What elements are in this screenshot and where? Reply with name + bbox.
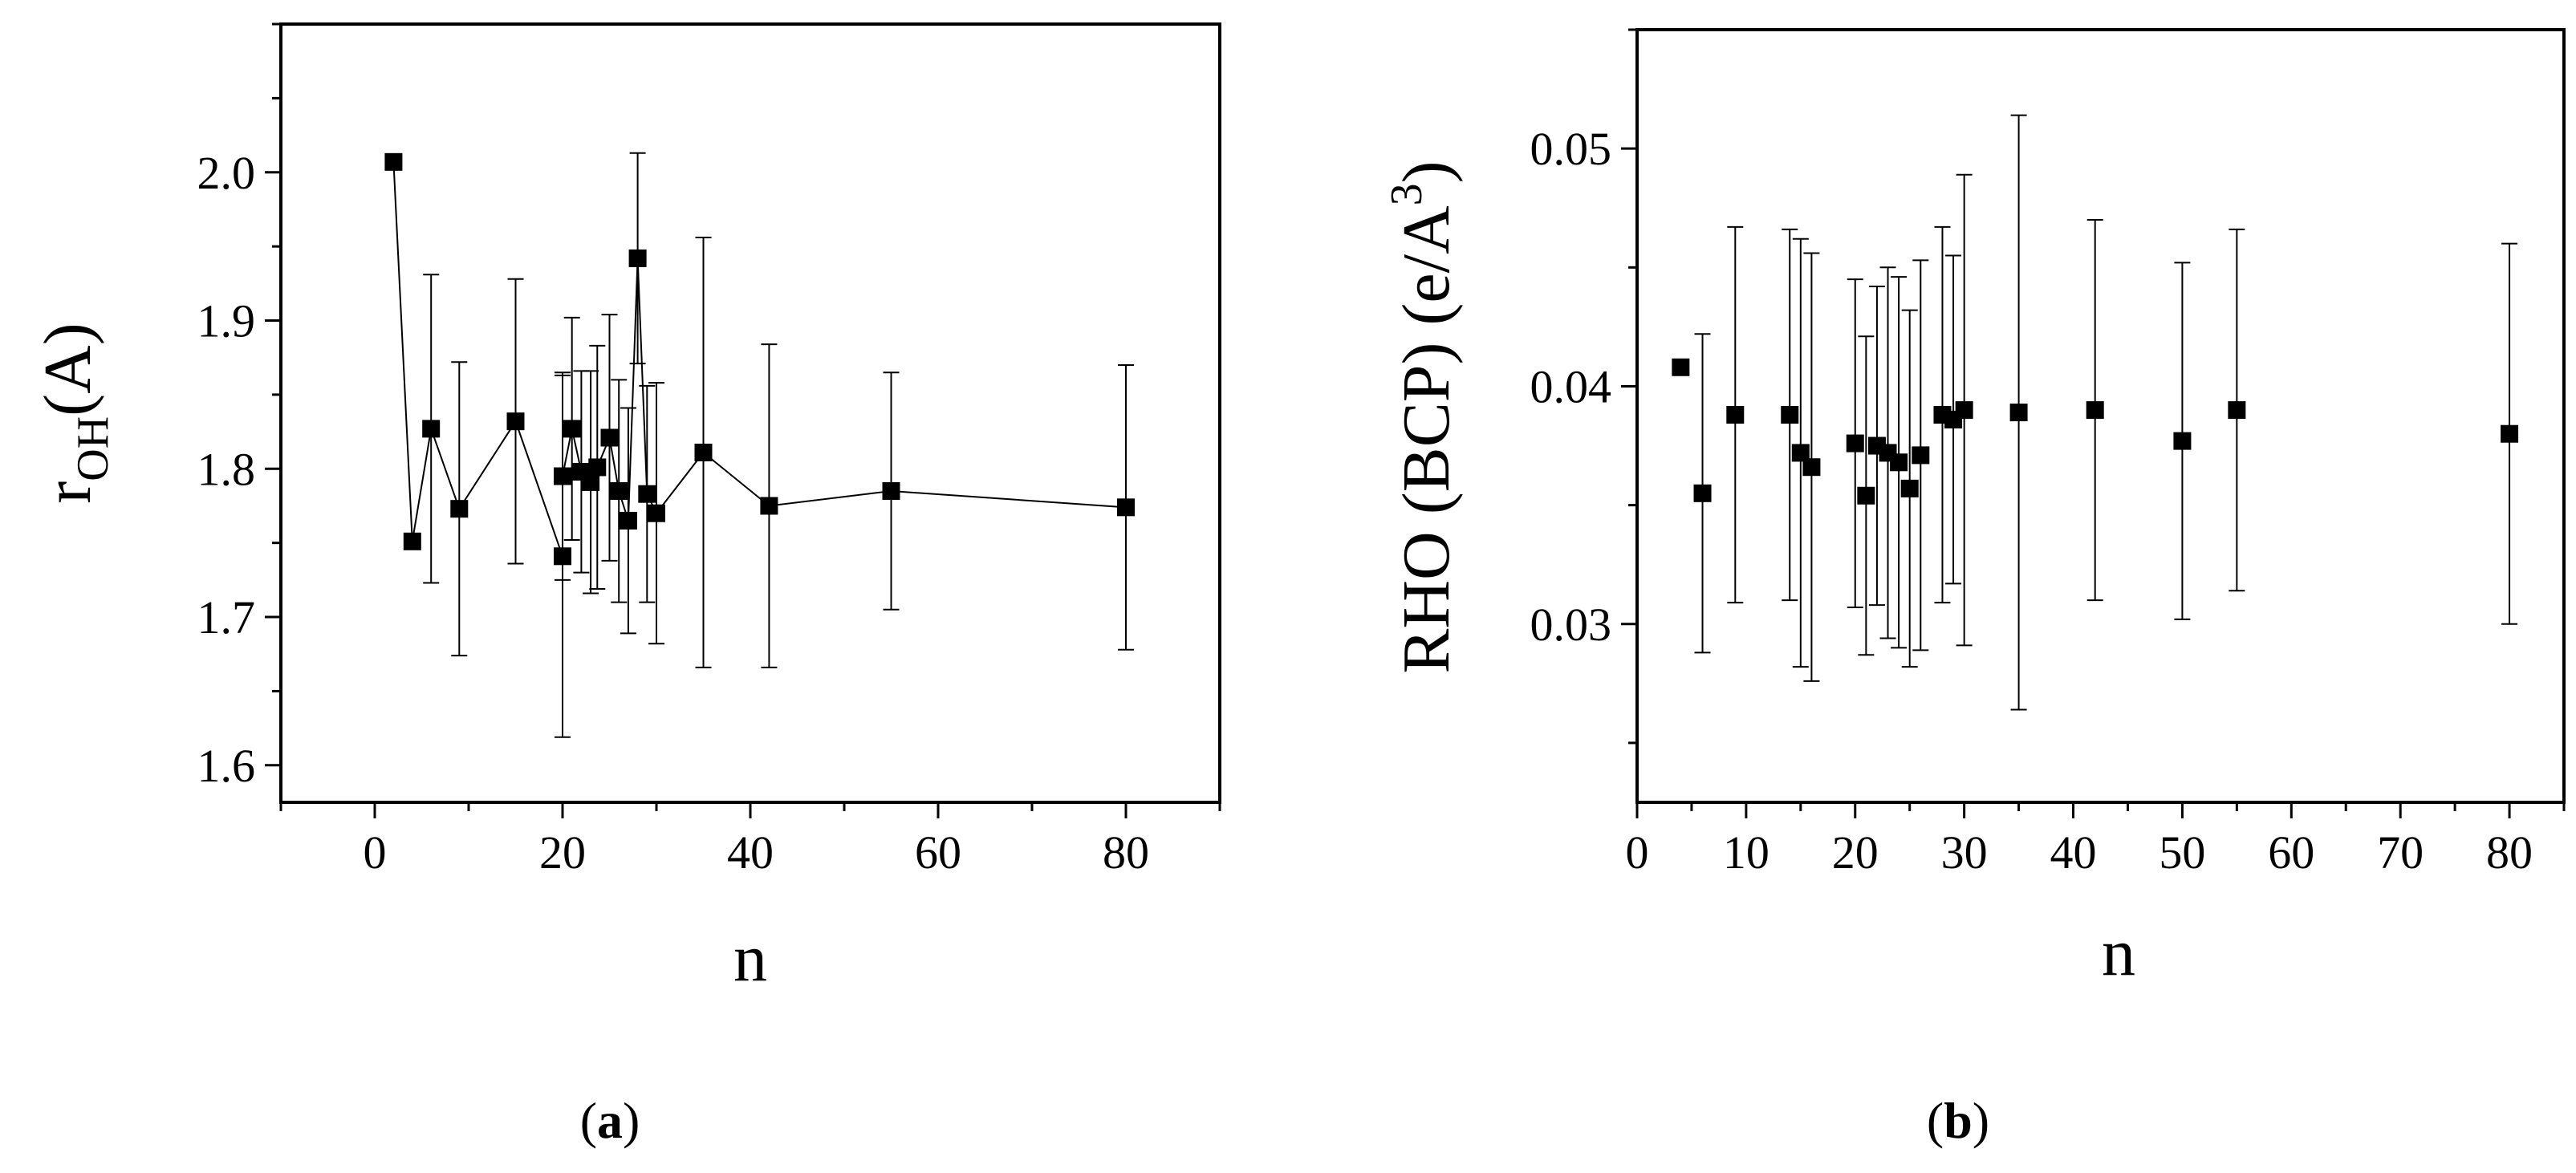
x-tick-label: 30 <box>1941 826 1988 879</box>
data-point <box>2501 424 2519 443</box>
data-point <box>1117 498 1135 517</box>
data-point <box>563 420 581 438</box>
series-line <box>392 161 1127 557</box>
data-point <box>648 504 665 522</box>
panel-a-plot-frame <box>279 22 1221 804</box>
panel-b-label-close: ) <box>1973 1092 1989 1149</box>
panel-b-markers <box>1672 358 2519 505</box>
data-point <box>2009 404 2028 422</box>
x-tick-label: 60 <box>2268 826 2314 879</box>
data-point <box>2086 401 2104 420</box>
data-point <box>1846 434 1864 453</box>
panel-a-y-axis-title: rOH(A) <box>30 323 118 503</box>
data-point <box>628 249 647 267</box>
panel-a-x-tick-labels: 0 20 40 60 80 <box>364 826 1150 879</box>
x-tick-label: 0 <box>1626 826 1649 879</box>
panel-a-connecting-line <box>392 161 1127 557</box>
x-tick-label: 50 <box>2159 826 2205 879</box>
panel-a-chart: 0 20 40 60 80 1.6 1.7 1.8 1.9 2.0 n rOH(A) (a) <box>30 22 1221 1149</box>
panel-a-error-bars <box>423 152 1134 738</box>
panel-b-chart: 0 10 20 30 40 50 60 70 80 0.03 0.04 0.05 n RHO (BC… <box>1382 28 2566 1149</box>
x-tick-label: 40 <box>727 826 774 879</box>
x-tick-label: 20 <box>539 826 586 879</box>
data-point <box>600 428 619 447</box>
panel-a-label: (a) <box>580 1092 640 1149</box>
panel-a-x-axis-title: n <box>733 921 767 996</box>
data-point <box>760 497 778 515</box>
y-tick-label: 2.0 <box>197 147 256 199</box>
data-point <box>2228 401 2246 420</box>
x-tick-label: 40 <box>2050 826 2097 879</box>
y-tick-label: 1.7 <box>197 591 256 643</box>
x-tick-label: 70 <box>2377 826 2424 879</box>
data-point <box>554 467 571 485</box>
panel-b-y-axis-main: RHO (BCP) (e/A <box>1389 205 1464 674</box>
data-point <box>694 443 713 461</box>
y-tick-label: 0.04 <box>1530 360 1612 412</box>
data-point <box>506 412 525 431</box>
panel-b-label-open: ( <box>1927 1092 1944 1149</box>
panel-b-y-axis-sup: 3 <box>1382 183 1432 205</box>
panel-a-y-axis-suffix: (A) <box>30 323 105 416</box>
data-point <box>1890 453 1908 472</box>
data-point <box>638 485 656 503</box>
panel-b-label-letter: b <box>1944 1092 1973 1149</box>
data-point <box>422 420 441 438</box>
data-point <box>1857 486 1875 505</box>
panel-a-label-close: ) <box>623 1092 640 1149</box>
data-point <box>1781 406 1799 424</box>
x-tick-label: 60 <box>915 826 961 879</box>
x-tick-label: 0 <box>364 826 387 879</box>
data-point <box>554 547 571 566</box>
data-point <box>1955 401 1973 420</box>
data-point <box>1900 479 1919 497</box>
data-point <box>1726 406 1745 424</box>
data-point <box>1802 458 1821 477</box>
panel-a-ticks <box>265 22 1221 818</box>
data-point <box>2173 432 2192 450</box>
panel-b-y-tick-labels: 0.03 0.04 0.05 <box>1530 123 1612 651</box>
data-point <box>582 473 600 491</box>
data-point <box>384 152 403 171</box>
panel-a-label-open: ( <box>580 1092 597 1149</box>
panel-a-markers <box>384 152 1135 566</box>
panel-b-error-bars <box>1694 114 2518 711</box>
panel-a-label-letter: a <box>597 1092 623 1149</box>
data-point <box>1693 484 1712 502</box>
panel-b-plot-frame <box>1635 28 2566 804</box>
x-tick-label: 80 <box>1103 826 1149 879</box>
panel-b-label: (b) <box>1927 1092 1989 1149</box>
data-point <box>882 482 900 500</box>
panel-a-y-axis-main: r <box>30 481 105 504</box>
data-point <box>1791 444 1810 462</box>
y-tick-label: 1.8 <box>197 443 256 495</box>
y-tick-label: 0.05 <box>1530 123 1612 175</box>
data-point <box>610 482 628 500</box>
data-point <box>619 511 637 530</box>
panel-a-y-axis-sub: OH <box>68 416 118 481</box>
panel-b-x-tick-labels: 0 10 20 30 40 50 60 70 80 <box>1626 826 2533 879</box>
data-point <box>1912 446 1930 465</box>
y-tick-label: 1.6 <box>197 740 256 792</box>
y-tick-label: 1.9 <box>197 295 256 347</box>
data-point <box>588 458 607 477</box>
data-point <box>1672 358 1690 376</box>
x-tick-label: 20 <box>1832 826 1879 879</box>
panel-b-x-axis-title: n <box>2102 915 2135 990</box>
panel-b-ticks <box>1621 28 2566 818</box>
data-point <box>450 500 469 518</box>
panel-a-y-tick-labels: 1.6 1.7 1.8 1.9 2.0 <box>197 147 256 792</box>
y-tick-label: 0.03 <box>1530 599 1612 651</box>
panel-b-y-axis-title: RHO (BCP) (e/A3) <box>1382 160 1464 673</box>
data-point <box>403 532 421 550</box>
panel-b-y-axis-suffix: ) <box>1389 160 1464 183</box>
x-tick-label: 10 <box>1723 826 1769 879</box>
x-tick-label: 80 <box>2486 826 2533 879</box>
